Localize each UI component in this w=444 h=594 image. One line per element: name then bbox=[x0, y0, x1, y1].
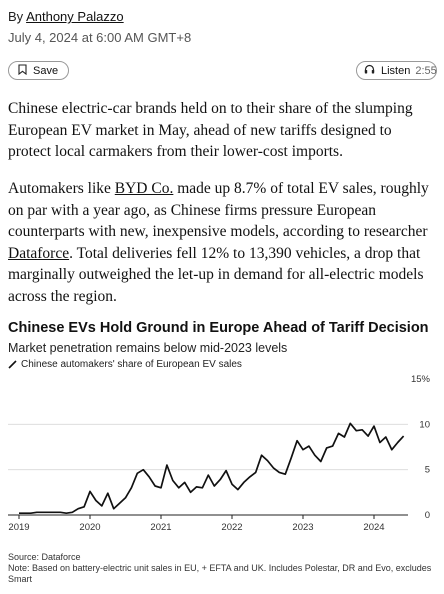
chart-title: Chinese EVs Hold Ground in Europe Ahead … bbox=[8, 320, 429, 336]
x-tick-label: 2022 bbox=[221, 522, 242, 533]
chart-source: Source: Dataforce Note: Based on battery… bbox=[8, 552, 438, 585]
chart-subtitle: Market penetration remains below mid-202… bbox=[8, 341, 288, 355]
y-tick-label: 15% bbox=[411, 374, 431, 385]
chart-legend: Chinese automakers' share of European EV… bbox=[8, 359, 242, 370]
article-paragraph-2: Automakers like BYD Co. made up 8.7% of … bbox=[8, 178, 438, 307]
listen-duration: 2:55 bbox=[415, 64, 437, 77]
legend-label: Chinese automakers' share of European EV… bbox=[21, 359, 242, 370]
note-text: Note: Based on battery-electric unit sal… bbox=[8, 563, 432, 584]
bookmark-icon bbox=[18, 63, 27, 78]
x-tick-label: 2020 bbox=[79, 522, 100, 533]
y-tick-label: 5 bbox=[425, 465, 430, 476]
p2-text-c: . Total deliveries fell 12% to 13,390 ve… bbox=[8, 244, 424, 305]
byline: By Anthony Palazzo bbox=[8, 9, 124, 24]
x-tick-label: 2019 bbox=[8, 522, 29, 533]
y-tick-label: 0 bbox=[425, 510, 430, 521]
save-button[interactable]: Save bbox=[8, 61, 69, 80]
source-text: Source: Dataforce bbox=[8, 552, 81, 562]
publish-date: July 4, 2024 at 6:00 AM GMT+8 bbox=[8, 30, 192, 45]
author-link[interactable]: Anthony Palazzo bbox=[26, 9, 124, 24]
headphones-icon bbox=[364, 64, 375, 77]
byline-prefix: By bbox=[8, 9, 24, 24]
x-tick-label: 2021 bbox=[150, 522, 171, 533]
byd-link[interactable]: BYD Co. bbox=[114, 180, 174, 197]
x-tick-label: 2023 bbox=[292, 522, 313, 533]
x-tick-label: 2024 bbox=[363, 522, 384, 533]
series-line bbox=[19, 422, 405, 515]
line-chart: 0 5 10 15% 2019 2020 2021 2022 2023 2024 bbox=[8, 374, 431, 533]
dataforce-link[interactable]: Dataforce bbox=[8, 244, 70, 262]
y-tick-label: 10 bbox=[419, 419, 430, 430]
legend-line-icon bbox=[8, 360, 17, 369]
article-paragraph-1: Chinese electric-car brands held on to t… bbox=[8, 100, 413, 160]
p2-text-a: Automakers like bbox=[8, 180, 115, 197]
p2-text-b: made up 8.7% of total EV sales, roughly … bbox=[8, 180, 429, 240]
listen-label: Listen bbox=[381, 64, 411, 77]
listen-button[interactable]: Listen 2:55 bbox=[356, 61, 437, 80]
save-label: Save bbox=[33, 64, 59, 77]
